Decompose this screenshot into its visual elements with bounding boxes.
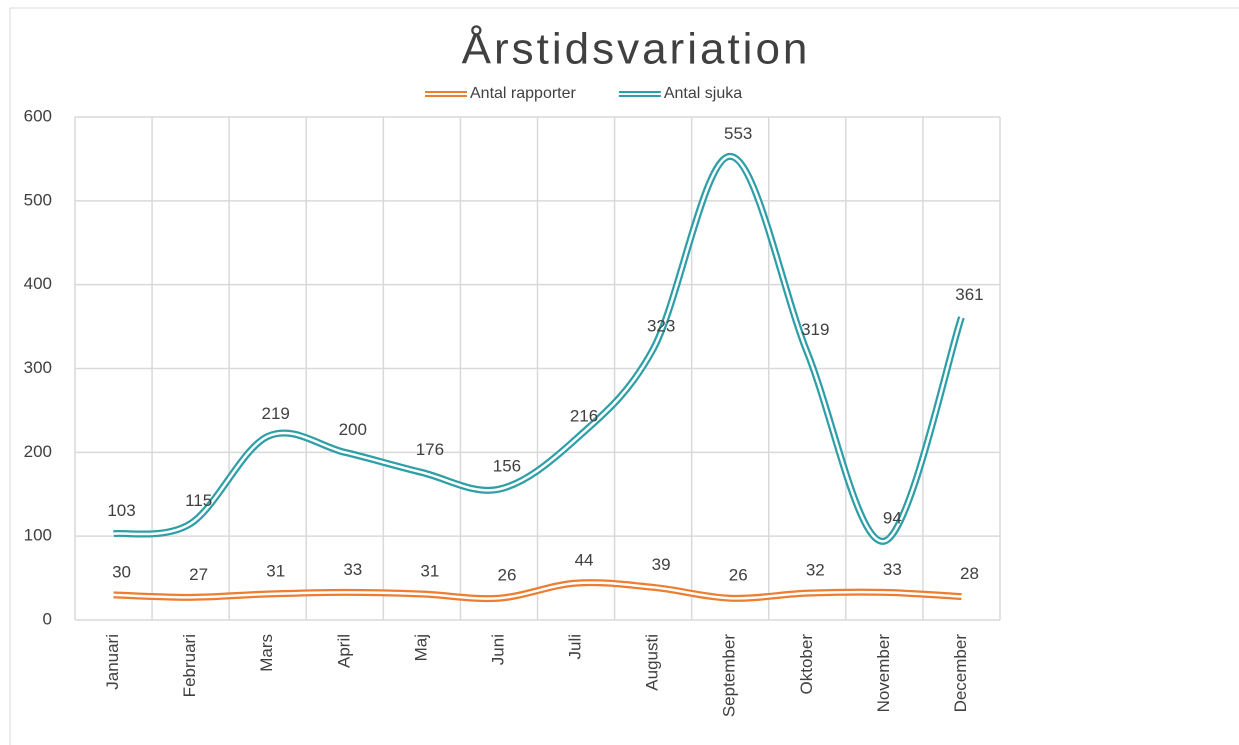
data-label: 219 bbox=[262, 404, 290, 423]
y-tick-label: 200 bbox=[24, 442, 52, 461]
data-label: 323 bbox=[647, 317, 675, 336]
data-label: 44 bbox=[575, 551, 594, 570]
data-label: 553 bbox=[724, 124, 752, 143]
data-label: 28 bbox=[960, 564, 979, 583]
x-tick-label: Februari bbox=[180, 634, 199, 697]
data-label: 200 bbox=[339, 420, 367, 439]
data-label: 94 bbox=[883, 509, 902, 528]
y-tick-label: 0 bbox=[43, 609, 52, 628]
y-tick-label: 100 bbox=[24, 526, 52, 545]
data-label: 32 bbox=[806, 561, 825, 580]
x-tick-label: December bbox=[951, 634, 970, 713]
chart-frame bbox=[9, 7, 1239, 745]
x-tick-label: Januari bbox=[103, 634, 122, 690]
y-tick-label: 400 bbox=[24, 274, 52, 293]
x-tick-label: Juli bbox=[566, 634, 585, 660]
data-label: 216 bbox=[570, 406, 598, 425]
data-label: 27 bbox=[189, 565, 208, 584]
data-label: 115 bbox=[185, 491, 212, 510]
x-tick-label: Augusti bbox=[643, 634, 662, 691]
data-label: 176 bbox=[416, 440, 444, 459]
x-tick-label: September bbox=[720, 634, 739, 717]
x-tick-label: Juni bbox=[488, 634, 507, 665]
legend-label: Antal rapporter bbox=[470, 85, 577, 102]
data-label: 361 bbox=[955, 285, 983, 304]
legend-label: Antal sjuka bbox=[664, 85, 742, 102]
data-label: 26 bbox=[729, 566, 748, 585]
data-label: 33 bbox=[883, 560, 902, 579]
series-line-inner bbox=[113, 581, 962, 600]
y-tick-label: 600 bbox=[24, 106, 52, 125]
data-label: 156 bbox=[493, 457, 521, 476]
y-tick-label: 500 bbox=[24, 190, 52, 209]
data-label: 31 bbox=[266, 561, 285, 580]
data-label: 103 bbox=[107, 501, 135, 520]
data-label: 319 bbox=[801, 320, 829, 339]
x-tick-label: Mars bbox=[257, 634, 276, 672]
data-label: 39 bbox=[652, 555, 671, 574]
data-label: 31 bbox=[420, 561, 439, 580]
data-label: 33 bbox=[343, 560, 362, 579]
data-label: 30 bbox=[112, 562, 131, 581]
y-tick-label: 300 bbox=[24, 358, 52, 377]
series-line-inner bbox=[113, 155, 963, 543]
x-tick-label: Maj bbox=[411, 634, 430, 661]
data-label: 26 bbox=[497, 566, 516, 585]
x-tick-label: April bbox=[334, 634, 353, 668]
x-tick-label: Oktober bbox=[797, 634, 816, 695]
chart-title: Årstidsvariation bbox=[462, 25, 811, 74]
x-tick-label: November bbox=[874, 634, 893, 713]
